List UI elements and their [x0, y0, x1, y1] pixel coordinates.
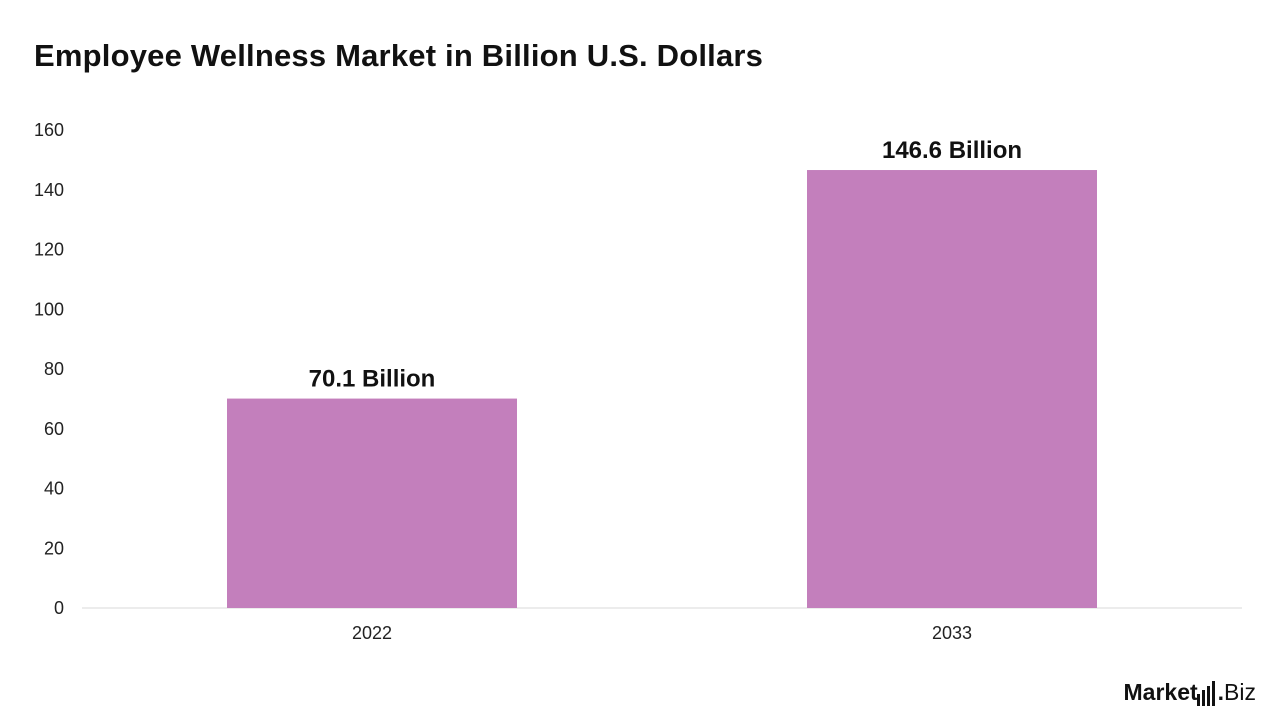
x-tick-label: 2022: [352, 623, 392, 643]
y-tick-label: 80: [44, 359, 64, 379]
x-tick-label: 2033: [932, 623, 972, 643]
y-tick-label: 140: [34, 180, 64, 200]
y-tick-label: 160: [34, 120, 64, 140]
brand-name-main: Market: [1123, 679, 1198, 705]
data-label: 70.1 Billion: [309, 366, 436, 393]
data-label: 146.6 Billion: [882, 137, 1022, 164]
bars: [227, 170, 1097, 608]
bar-2033: [807, 170, 1097, 608]
y-tick-label: 60: [44, 419, 64, 439]
data-labels: 70.1 Billion 146.6 Billion: [309, 137, 1022, 393]
y-tick-label: 40: [44, 479, 64, 499]
y-axis-ticks: 0 20 40 60 80 100 120 140 160: [34, 120, 64, 618]
y-tick-label: 0: [54, 598, 64, 618]
bar-graph-logo-icon: [1196, 681, 1215, 706]
y-tick-label: 120: [34, 240, 64, 260]
x-axis-ticks: 2022 2033: [352, 623, 972, 643]
brand-separator: .: [1217, 679, 1225, 705]
bar-2022: [227, 398, 517, 608]
y-tick-label: 100: [34, 299, 64, 319]
brand-name-suffix: Biz: [1224, 679, 1256, 705]
y-tick-label: 20: [44, 538, 64, 558]
chart-title: Employee Wellness Market in Billion U.S.…: [34, 38, 764, 73]
marketbiz-logo: Market . Biz: [1123, 679, 1256, 706]
